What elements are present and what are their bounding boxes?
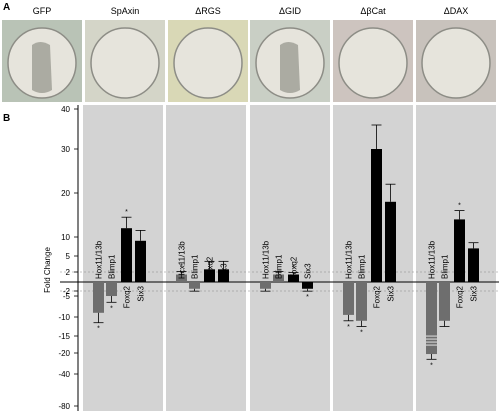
embryo-tile xyxy=(416,20,496,102)
gene-label: Blimp1 xyxy=(108,254,117,279)
condition-band xyxy=(250,105,330,411)
embryo-images xyxy=(2,20,496,102)
y-tick-label: -5 xyxy=(63,292,71,301)
gene-label: Six3 xyxy=(470,285,479,301)
bars: * * * * * * * * * * xyxy=(93,124,479,369)
significance-marker: * xyxy=(97,326,100,333)
embryo-tile xyxy=(333,20,413,102)
significance-marker: * xyxy=(306,294,309,301)
gene-label: Hcx11/13b xyxy=(178,241,187,279)
embryo-image xyxy=(338,27,408,99)
y-axis-label: Fold Change xyxy=(43,247,52,293)
gene-label: Six3 xyxy=(387,285,396,301)
gene-label: Foxq2 xyxy=(206,256,215,279)
bar xyxy=(273,274,284,282)
embryo-label: ΔDAX xyxy=(444,6,469,16)
significance-marker: * xyxy=(110,305,113,312)
bar xyxy=(121,228,132,282)
bar xyxy=(439,282,450,321)
significance-marker: * xyxy=(347,324,350,331)
bar xyxy=(189,282,200,289)
y-tick-label: -20 xyxy=(58,349,70,358)
bar xyxy=(385,201,396,282)
bar xyxy=(454,219,465,282)
significance-marker: * xyxy=(360,330,363,337)
panel-a-label: A xyxy=(3,2,10,13)
gene-label: Hox11/13b xyxy=(262,240,271,279)
embryo-tile xyxy=(168,20,248,102)
embryo-label: SpAxin xyxy=(111,6,140,16)
y-tick-label: -15 xyxy=(58,332,70,341)
y-axis: 40 30 20 10 5 2 -2-5 -10 -15 -20 -40 -80 xyxy=(58,105,499,411)
y-tick-label: 30 xyxy=(61,145,70,154)
y-tick-label: 40 xyxy=(61,105,70,114)
significance-marker: * xyxy=(430,362,433,369)
gene-label: Six3 xyxy=(137,285,146,301)
significance-marker: * xyxy=(180,263,183,270)
bar xyxy=(260,282,271,289)
significance-marker: * xyxy=(458,203,461,210)
embryo-image xyxy=(421,27,491,99)
bar xyxy=(135,240,146,282)
embryo-label: ΔGID xyxy=(279,6,302,16)
embryo-tile xyxy=(250,20,330,102)
gene-label: Blimp1 xyxy=(441,254,450,279)
y-tick-label: 5 xyxy=(66,252,71,261)
y-tick-label: -2 xyxy=(63,287,71,296)
bar xyxy=(426,282,437,355)
gene-label: Blimp1 xyxy=(191,254,200,279)
embryo-label: ΔβCat xyxy=(360,6,386,16)
embryo-tile xyxy=(2,20,82,102)
y-tick-label: 20 xyxy=(61,189,70,198)
y-tick-label: -10 xyxy=(58,313,70,322)
embryo-label: ΔRGS xyxy=(195,6,221,16)
bar xyxy=(218,269,229,282)
embryo-tile xyxy=(85,20,165,102)
y-tick-label: 2 xyxy=(66,268,71,277)
gene-label: Hox11/13b xyxy=(428,240,437,279)
embryo-image xyxy=(173,27,243,99)
bar xyxy=(302,282,313,289)
significance-marker: * xyxy=(125,209,128,216)
gene-label: Foxq2 xyxy=(456,285,465,308)
condition-band xyxy=(166,105,246,411)
gene-label: Six3 xyxy=(220,263,229,279)
gene-label: Hox11/13b xyxy=(95,240,104,279)
bar xyxy=(343,282,354,315)
embryo-image xyxy=(90,27,160,99)
gene-label: Blimp1 xyxy=(275,254,284,279)
y-tick-label: -40 xyxy=(58,370,70,379)
embryo-labels: GFP SpAxin ΔRGS ΔGID ΔβCat ΔDAX xyxy=(33,6,469,16)
condition-bands xyxy=(83,105,496,411)
bar xyxy=(288,274,299,282)
gene-label: Foxq2 xyxy=(373,285,382,308)
gene-label: Foxq2 xyxy=(290,256,299,279)
bar xyxy=(93,282,104,313)
gene-label: Foxq2 xyxy=(123,285,132,308)
bar xyxy=(176,274,187,282)
y-tick-label: -80 xyxy=(58,402,70,411)
gene-label: Six3 xyxy=(304,263,313,279)
bar xyxy=(106,282,117,297)
panel-b-label: B xyxy=(3,113,10,124)
gene-label: Hox11/13b xyxy=(345,240,354,279)
bar xyxy=(371,149,382,282)
bar xyxy=(468,248,479,282)
bar xyxy=(356,282,367,321)
embryo-label: GFP xyxy=(33,6,52,16)
gene-label: Blimp1 xyxy=(358,254,367,279)
gene-labels: Hox11/13b Blimp1 Foxq2 Six3 Hcx11/13b Blimp1 F… xyxy=(95,240,479,308)
bar xyxy=(204,269,215,282)
y-tick-label: 10 xyxy=(61,233,70,242)
significance-marker: * xyxy=(292,265,295,272)
